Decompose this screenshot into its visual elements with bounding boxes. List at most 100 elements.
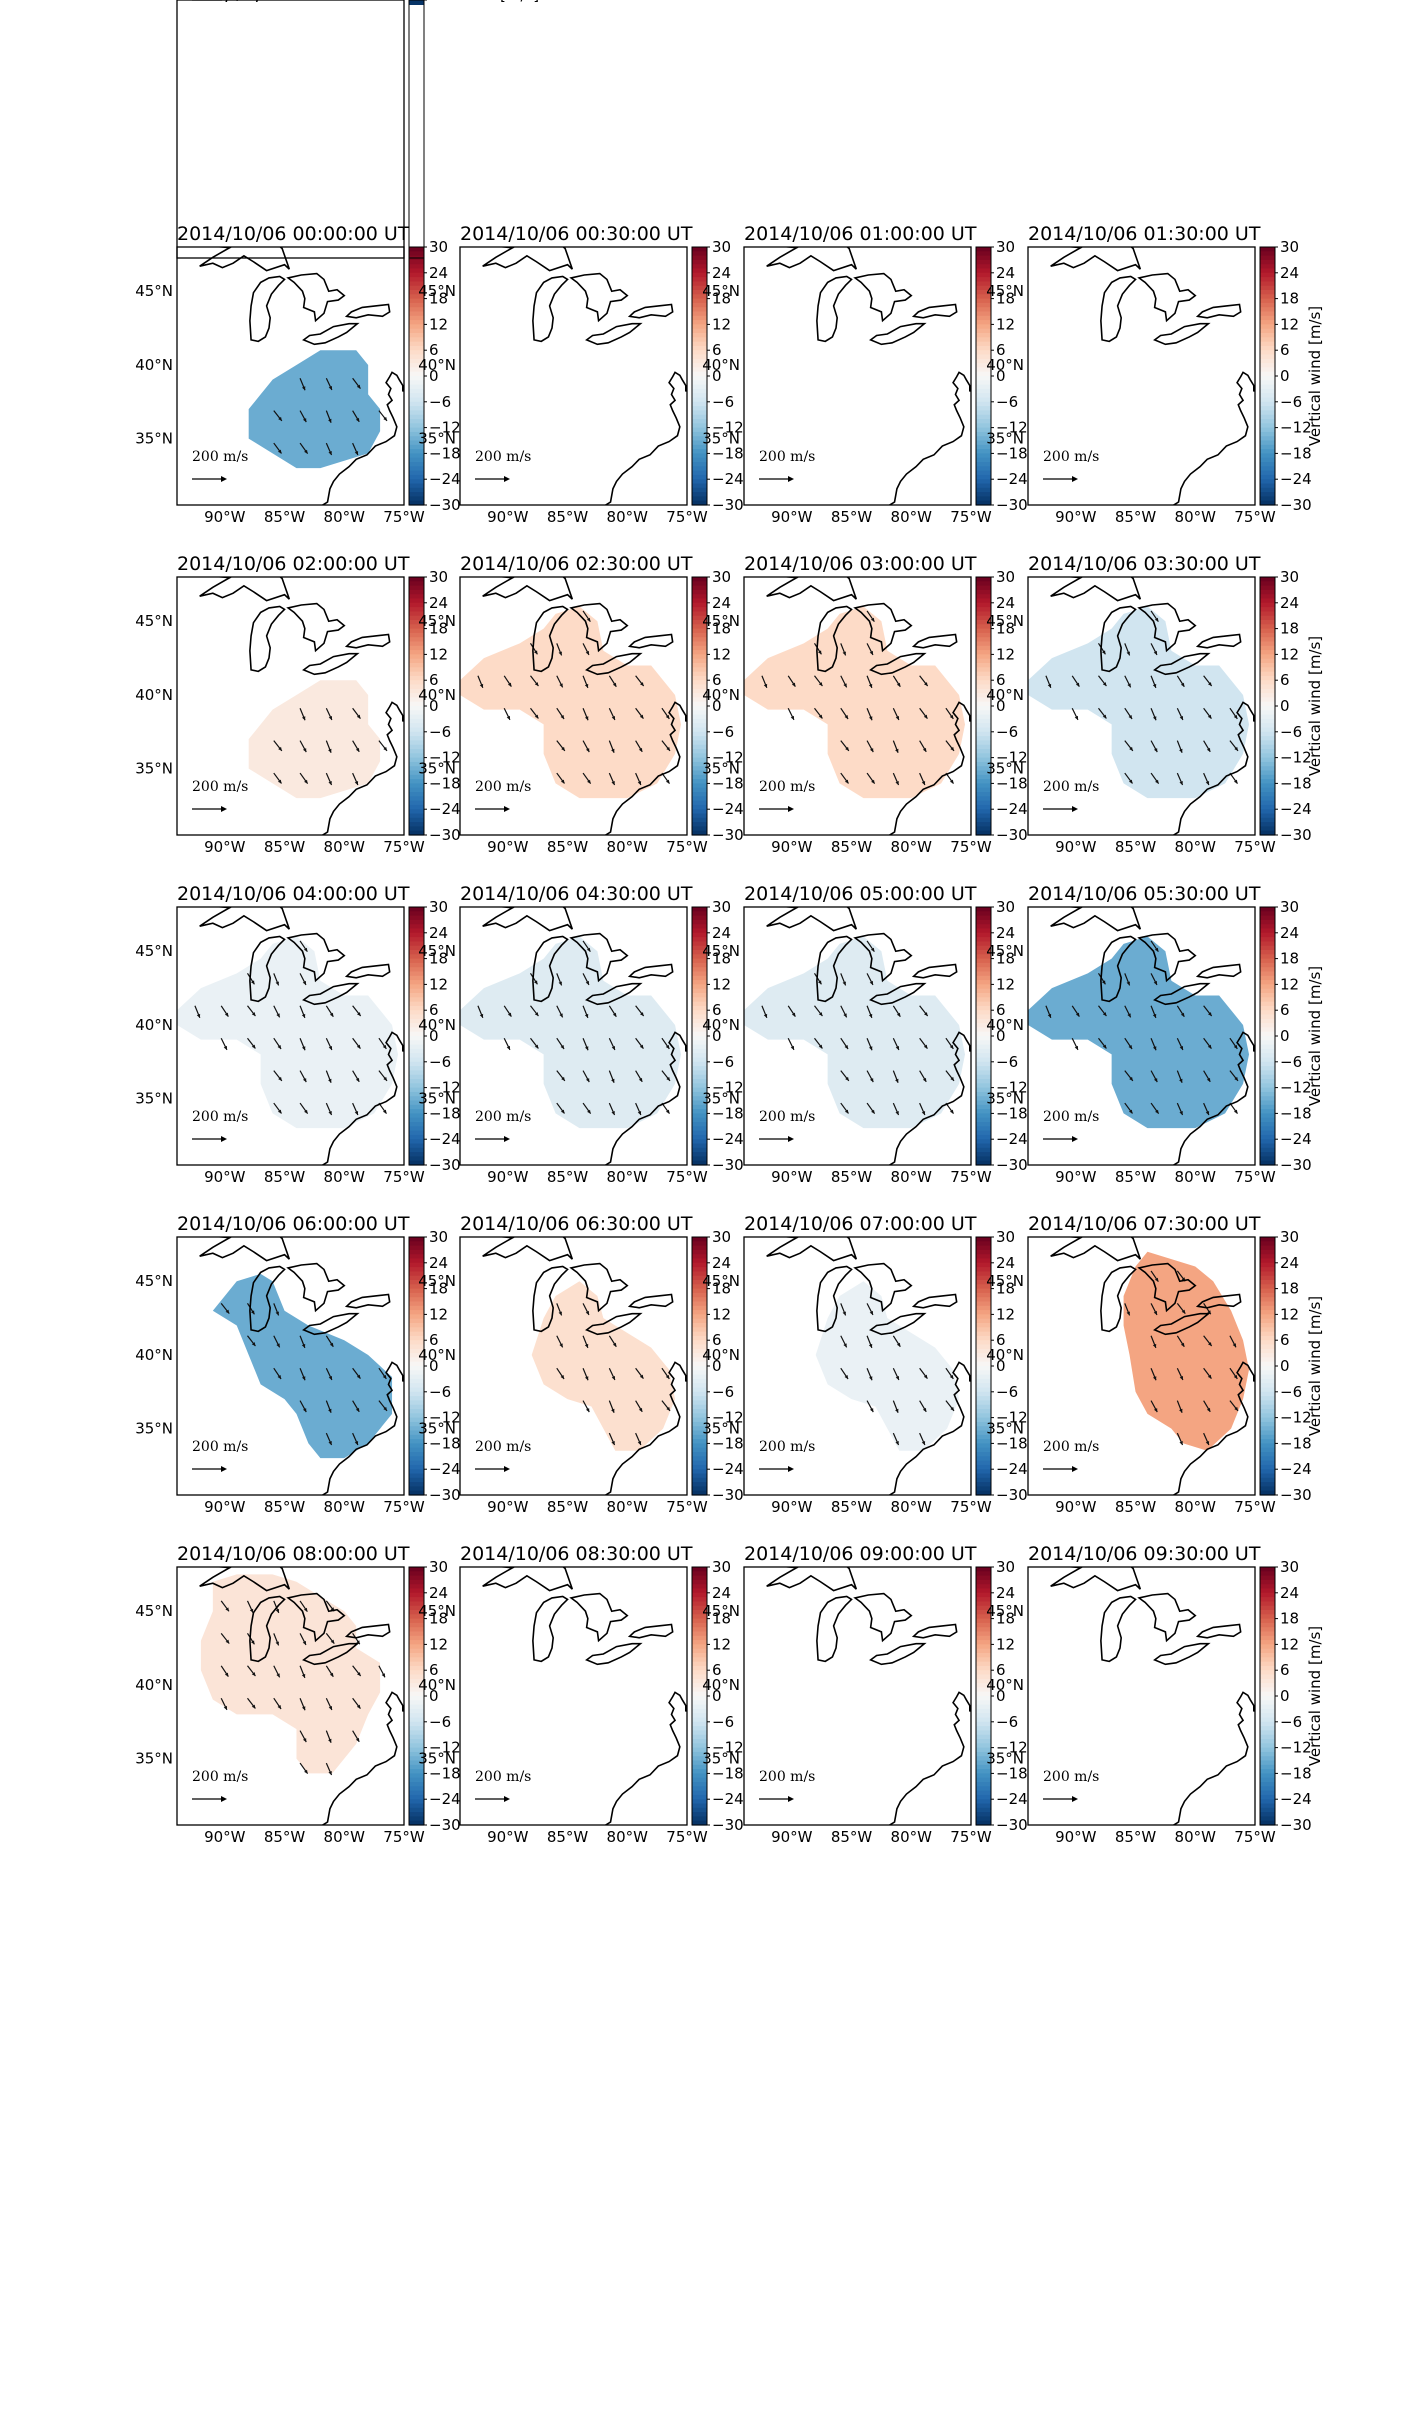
lat-tick-label: 45°N — [418, 1602, 456, 1620]
colorbar: 30 24 18 12 6 0 −6 −12 −18 −24 −30 — [691, 1558, 744, 1834]
colorbar-tick-label: 0 — [996, 1357, 1006, 1375]
lon-tick-label: 85°W — [264, 838, 306, 856]
lat-tick-label: 45°N — [135, 612, 173, 630]
lon-tick-label: 85°W — [264, 1828, 306, 1846]
colorbar-tick-label: −12 — [429, 1739, 461, 1757]
map-frame — [743, 906, 972, 1166]
lat-tick-label: 35°N — [986, 430, 1024, 448]
lon-tick-label: 75°W — [950, 1168, 992, 1186]
lon-tick-label: 90°W — [771, 1498, 813, 1516]
colorbar-tick-label: −18 — [996, 774, 1028, 792]
lon-tick-label: 80°W — [607, 1828, 649, 1846]
colorbar-tick-label: 0 — [1280, 367, 1290, 385]
colorbar-tick-label: 18 — [712, 950, 731, 968]
panel-title: 2014/10/06 04:00:00 UT — [177, 883, 410, 905]
lat-tick-label: 40°N — [135, 1016, 173, 1034]
colorbar-tick-label: −12 — [429, 749, 461, 767]
lat-tick-label: 45°N — [702, 1272, 740, 1290]
lon-tick-label: 85°W — [831, 1168, 873, 1186]
lon-tick-label: 80°W — [891, 838, 933, 856]
lon-tick-label: 80°W — [1175, 1828, 1217, 1846]
colorbar-tick-label: −24 — [712, 800, 744, 818]
lon-tick-label: 90°W — [487, 838, 529, 856]
panel-title: 2014/10/06 03:00:00 UT — [744, 553, 977, 575]
colorbar-tick-label: −12 — [996, 1739, 1028, 1757]
map-panel: 2014/10/06 06:00:00 UT 45°N 40°N 35°N 90°W 85… — [135, 1213, 460, 1516]
reference-arrow-label: 200 m/s — [759, 779, 815, 795]
coastlines — [482, 907, 687, 1165]
colorbar-tick-label: −6 — [996, 1383, 1018, 1401]
lat-tick-label: 35°N — [135, 1090, 173, 1108]
reference-arrow-label: 200 m/s — [475, 1439, 531, 1455]
lon-tick-label: 85°W — [547, 1498, 589, 1516]
colorbar-tick-label: 24 — [1280, 1254, 1299, 1272]
colorbar-tick-label: −6 — [996, 723, 1018, 741]
colorbar-tick-label: 6 — [712, 1331, 722, 1349]
lat-tick-label: 45°N — [135, 1602, 173, 1620]
lat-tick-label: 40°N — [418, 1676, 456, 1694]
lon-tick-label: 85°W — [264, 508, 306, 526]
wind-vectors — [556, 1303, 671, 1446]
lat-tick-label: 35°N — [418, 1090, 456, 1108]
lon-tick-label: 80°W — [1175, 1168, 1217, 1186]
colorbar-tick-label: −30 — [1280, 826, 1312, 844]
reference-arrow: 200 m/s — [1043, 1109, 1099, 1142]
colorbar-tick-label: 24 — [429, 924, 448, 942]
reference-arrow-label: 200 m/s — [192, 449, 248, 465]
colorbar-tick-label: −6 — [429, 1383, 451, 1401]
colorbar-label: Vertical wind [m/s] — [1306, 306, 1324, 446]
colorbar-tick-label: −6 — [1280, 1383, 1302, 1401]
lat-tick-label: 40°N — [135, 356, 173, 374]
colorbar-tick-label: 0 — [429, 0, 439, 4]
colorbar-tick-label: −24 — [996, 1790, 1028, 1808]
map-frame — [1027, 576, 1256, 836]
colorbar-tick-label: 30 — [712, 568, 731, 586]
colorbar-tick-label: 24 — [712, 1254, 731, 1272]
coastlines — [482, 1567, 687, 1825]
lat-tick-label: 45°N — [418, 942, 456, 960]
colorbar: 30 24 18 12 6 0 −6 −12 −18 −24 −30 — [691, 898, 744, 1174]
map-panel: 2014/10/06 00:30:00 UT 45°N 40°N 35°N 90°W 85… — [418, 223, 743, 526]
coastlines — [482, 247, 687, 505]
colorbar-tick-label: 30 — [996, 568, 1015, 586]
vertical-wind-field — [248, 350, 381, 469]
colorbar-tick-label: −18 — [712, 444, 744, 462]
colorbar-tick-label: 12 — [1280, 315, 1299, 333]
coastlines — [1050, 247, 1255, 505]
colorbar-tick-label: 12 — [996, 645, 1015, 663]
vertical-wind-field — [531, 1281, 676, 1451]
colorbar-tick-label: 0 — [1280, 1027, 1290, 1045]
colorbar-tick-label: 18 — [1280, 1280, 1299, 1298]
colorbar-tick-label: −6 — [712, 723, 734, 741]
lon-tick-label: 85°W — [264, 1498, 306, 1516]
colorbar-tick-label: −18 — [1280, 1434, 1312, 1452]
colorbar-tick-label: −12 — [996, 419, 1028, 437]
lon-tick-label: 85°W — [831, 508, 873, 526]
colorbar-tick-label: −30 — [1280, 1816, 1312, 1834]
colorbar-tick-label: 12 — [429, 1635, 448, 1653]
colorbar-tick-label: 0 — [712, 367, 722, 385]
colorbar-tick-label: 0 — [712, 1027, 722, 1045]
lat-tick-label: 40°N — [135, 1676, 173, 1694]
lat-tick-label: 35°N — [418, 760, 456, 778]
lat-tick-label: 45°N — [702, 942, 740, 960]
lat-tick-label: 35°N — [418, 1750, 456, 1768]
lon-tick-label: 75°W — [666, 508, 708, 526]
colorbar-tick-label: −12 — [712, 749, 744, 767]
map-panel: 2014/10/06 07:00:00 UT 45°N 40°N 35°N 90°W 85… — [702, 1213, 1027, 1516]
lon-tick-label: 85°W — [1115, 508, 1157, 526]
panel-title: 2014/10/06 07:00:00 UT — [744, 1213, 977, 1235]
reference-arrow: 200 m/s — [475, 449, 531, 482]
lon-tick-label: 90°W — [1055, 1828, 1097, 1846]
colorbar-tick-label: 24 — [1280, 264, 1299, 282]
colorbar-tick-label: −12 — [996, 1409, 1028, 1427]
colorbar-tick-label: −24 — [429, 800, 461, 818]
map-frame — [459, 246, 688, 506]
colorbar-tick-label: −30 — [429, 1156, 461, 1174]
colorbar-tick-label: −24 — [712, 470, 744, 488]
wind-vectors — [194, 940, 388, 1116]
colorbar-tick-label: 18 — [996, 1610, 1015, 1628]
colorbar: 30 24 18 12 6 0 −6 −12 −18 −24 −30 — [408, 568, 461, 844]
